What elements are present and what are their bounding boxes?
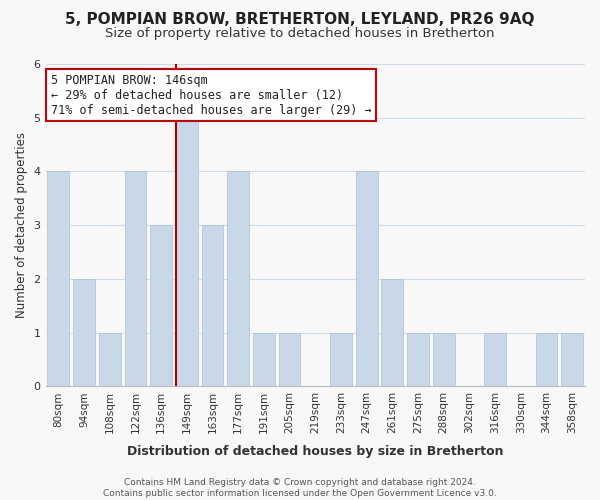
Bar (73, 279, 95, 386)
Text: Size of property relative to detached houses in Bretherton: Size of property relative to detached ho… (105, 28, 495, 40)
Text: 5 POMPIAN BROW: 146sqm
← 29% of detached houses are smaller (12)
71% of semi-det: 5 POMPIAN BROW: 146sqm ← 29% of detached… (51, 74, 371, 116)
Bar (356, 172, 377, 386)
Bar (125, 172, 146, 386)
Bar (536, 332, 557, 386)
Bar (484, 332, 506, 386)
Bar (561, 332, 583, 386)
Y-axis label: Number of detached properties: Number of detached properties (15, 132, 28, 318)
Bar (253, 332, 275, 386)
Bar (278, 332, 301, 386)
Bar (47, 172, 70, 386)
Text: Contains HM Land Registry data © Crown copyright and database right 2024.
Contai: Contains HM Land Registry data © Crown c… (103, 478, 497, 498)
X-axis label: Distribution of detached houses by size in Bretherton: Distribution of detached houses by size … (127, 444, 503, 458)
Text: 5, POMPIAN BROW, BRETHERTON, LEYLAND, PR26 9AQ: 5, POMPIAN BROW, BRETHERTON, LEYLAND, PR… (65, 12, 535, 28)
Bar (330, 332, 352, 386)
Bar (202, 225, 223, 386)
Bar (433, 332, 455, 386)
Bar (407, 332, 429, 386)
Bar (176, 118, 198, 386)
Bar (99, 332, 121, 386)
Bar (227, 172, 249, 386)
Bar (150, 225, 172, 386)
Bar (382, 279, 403, 386)
